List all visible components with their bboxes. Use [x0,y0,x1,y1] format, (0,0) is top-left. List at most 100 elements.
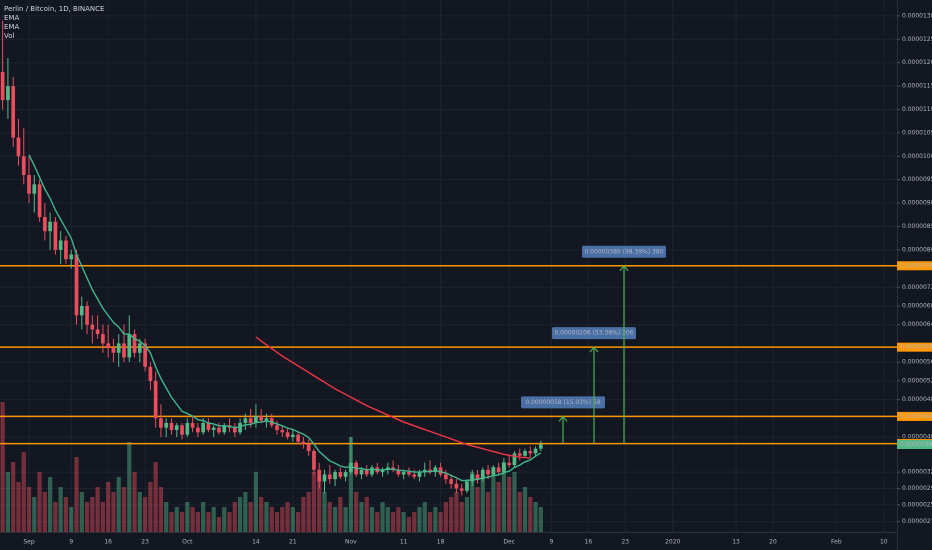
volume-bar [253,472,259,532]
candle-body [232,427,237,433]
candle-body [95,329,100,335]
last-price-label: 0.00000384 [900,441,932,448]
candle-body [6,86,10,101]
y-tick-label: 0.00000520 [902,377,932,384]
volume-bar [280,507,285,532]
volume-bar [232,502,237,532]
candle-body [517,453,522,456]
x-tick-label: 13 [732,539,740,546]
y-tick-label: 0.00000800 [902,246,932,253]
x-tick-label: 16 [104,539,112,546]
volume-bar [164,502,169,532]
volume-bar [222,507,227,532]
volume-bar [201,502,206,532]
candle-body [259,415,264,421]
candle-body [16,137,21,157]
level-label: 0.00000592 [900,344,932,351]
measure-arrowhead [558,415,568,422]
candle-body [43,217,47,232]
x-tick-label: 9 [549,539,553,546]
volume-bar [90,497,95,532]
volume-bar [332,507,338,532]
candle-body [370,467,374,475]
volume-bar [174,507,179,532]
candle-body [180,425,184,435]
volume-bar [338,497,343,532]
candle-body [111,348,116,353]
candle-body [391,467,395,470]
candle-body [101,334,105,344]
measure-arrowhead [589,346,599,353]
measure-box [582,245,666,258]
volume-bar [106,482,111,532]
x-tick-label: 14 [252,539,260,546]
volume-bar [401,512,406,532]
volume-bar [259,497,264,532]
volume-bar [32,497,37,532]
candle-body [248,418,253,423]
candle-body [533,448,538,454]
candle-body [254,415,258,423]
volume-bar [306,492,311,532]
y-tick-label: 0.00000480 [902,396,932,403]
candle-body [454,483,459,489]
y-tick-label: 0.00000255 [902,501,932,508]
candle-body [412,474,417,477]
volume-bar [121,487,127,532]
volume-bar [354,492,359,532]
x-tick-label: 20 [769,539,777,546]
volume-bar [443,502,448,532]
volume-bar [501,462,507,532]
volume-bar [0,402,5,532]
candle-body [502,462,506,473]
measure-arrowhead [619,264,629,272]
x-tick-label: 16 [585,539,593,546]
volume-bar [380,502,385,532]
candle-body [333,472,337,480]
candle-body [449,479,453,484]
ema-line [255,336,531,459]
volume-bar [369,507,375,532]
level-tag [897,261,932,271]
candle-body [407,472,411,475]
candle-body [465,481,469,491]
candle-body [11,86,16,138]
candle-body [290,434,295,438]
volume-bar [216,517,222,532]
volume-bar [16,482,21,532]
x-tick-label: 9 [69,539,73,546]
candle-body [153,380,158,419]
volume-bar [417,507,422,532]
candle-body [169,422,174,430]
volume-bar [485,492,491,532]
y-tick-label: 0.00001100 [902,106,932,113]
candle-body [222,425,227,433]
candle-body [486,469,490,475]
volume-bar [237,497,243,532]
volume-bar [74,457,79,532]
x-tick-label: 10 [880,539,888,546]
candle-body [401,472,406,475]
volume-bar [390,512,396,532]
x-tick-label: 21 [289,539,297,546]
volume-bar [322,492,327,532]
candle-body [507,462,512,466]
volume-bar [301,497,306,532]
volume-bar [153,462,158,532]
candle-body [53,221,58,250]
volume-bar [48,477,53,532]
candle-body [243,418,248,423]
volume-bar [470,472,475,532]
candle-body [275,425,279,430]
legend-entry: EMA [4,23,19,31]
x-tick-label: Oct [182,539,193,546]
candle-body [322,474,327,482]
chart-title: Perlin / Bitcoin, 1D, BINANCE [4,5,104,13]
volume-bar [517,492,522,532]
candle-body [317,469,322,482]
x-tick-label: 23 [621,539,629,546]
volume-bar [5,472,11,532]
candle-body [58,240,63,250]
candle-body [37,184,42,218]
